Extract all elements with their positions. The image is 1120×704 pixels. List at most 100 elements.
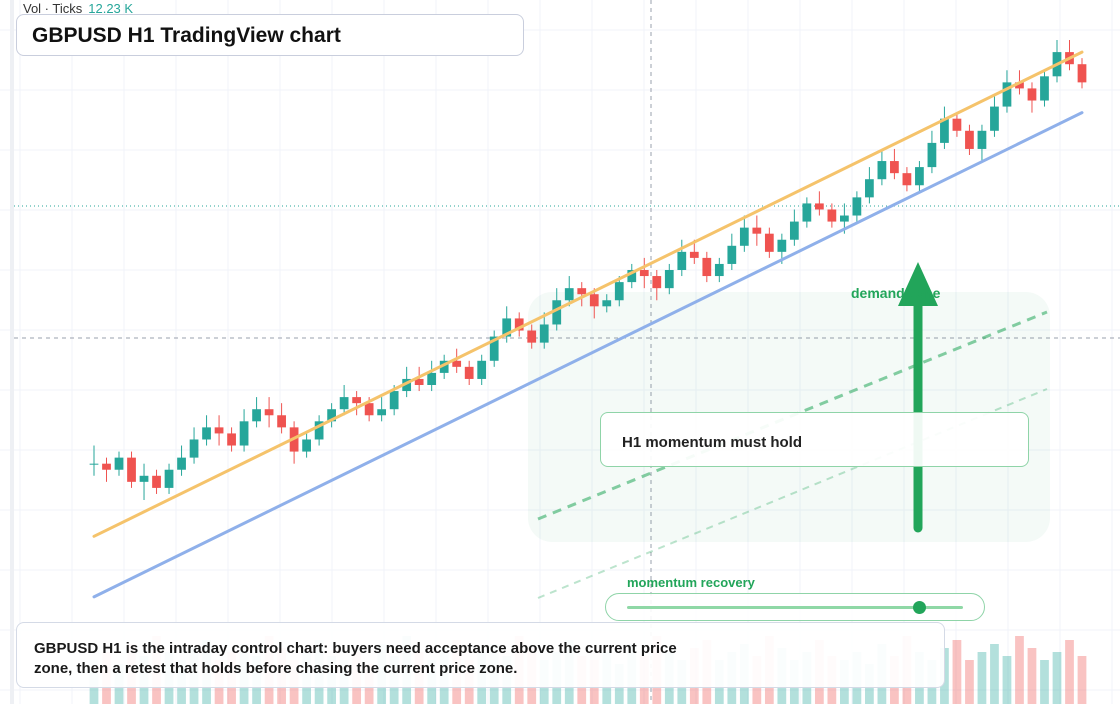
candle-body (589, 294, 599, 307)
trendline (92, 111, 1084, 599)
candle-body (1015, 82, 1024, 89)
volume-bar (1027, 648, 1037, 704)
volume-bar (1052, 652, 1062, 704)
candle-body (1002, 82, 1012, 107)
volume-bar (965, 660, 974, 704)
volume-bar (1002, 656, 1012, 704)
candle-body (915, 167, 924, 186)
chart-caption: GBPUSD H1 is the intraday control chart:… (34, 640, 677, 677)
candle-body (264, 409, 274, 416)
candle-body (189, 439, 199, 458)
caption-box: GBPUSD H1 is the intraday control chart:… (16, 622, 945, 688)
candle-body (552, 300, 562, 325)
candle-body (639, 270, 649, 277)
candle-body (452, 360, 462, 367)
candle-body (1040, 76, 1049, 101)
candle-body (1027, 88, 1037, 101)
momentum-slider[interactable] (605, 593, 985, 621)
candle-body (677, 251, 687, 270)
candle-body (840, 215, 849, 222)
candle-body (539, 324, 549, 343)
candle-body (664, 270, 674, 289)
candle-body (877, 161, 887, 180)
candle-body (214, 427, 224, 434)
candle-body (777, 239, 787, 252)
left-edge-bar (10, 0, 14, 704)
candle-body (339, 397, 349, 410)
candle-body (514, 318, 524, 331)
candle-body (227, 433, 236, 446)
candle-body (652, 276, 662, 289)
candle-body (164, 469, 174, 488)
candle-body (102, 463, 111, 470)
candle-body (627, 270, 637, 283)
momentum-slider-thumb[interactable] (912, 601, 926, 614)
candle-body (239, 421, 249, 446)
candle-body (502, 318, 512, 337)
momentum-slider-track (627, 606, 963, 609)
volume-value: 12.23 K (88, 1, 134, 16)
candle-body (352, 397, 362, 404)
chart-title-box: GBPUSD H1 TradingView chart (16, 14, 524, 56)
volume-bar (990, 644, 999, 704)
candle-body (439, 360, 449, 373)
candle-body (89, 463, 99, 465)
candle-body (427, 372, 437, 385)
candle-body (402, 378, 412, 392)
candle-body (940, 118, 949, 143)
candle-body (364, 403, 374, 416)
candle-body (990, 106, 999, 131)
candle-body (602, 300, 612, 307)
candle-body (927, 142, 937, 168)
candle-body (202, 427, 211, 440)
candle-body (127, 457, 136, 482)
candle-body (614, 282, 624, 301)
candle-body (764, 233, 774, 252)
trendline (92, 50, 1084, 538)
momentum-recovery-label: momentum recovery (627, 575, 755, 590)
volume-indicator-label: Vol · Ticks 12.23 K (23, 1, 133, 16)
volume-title: Vol · Ticks (23, 1, 83, 16)
candle-body (852, 197, 862, 216)
candle-body (827, 209, 837, 222)
candle-body (977, 130, 987, 149)
volume-bar (1077, 656, 1087, 704)
candle-body (702, 257, 712, 277)
candle-body (802, 203, 812, 222)
candle-body (464, 366, 474, 379)
candle-body (114, 457, 124, 470)
candle-body (1077, 64, 1087, 83)
candle-body (152, 475, 161, 488)
momentum-callout: H1 momentum must hold (600, 412, 1029, 467)
candle-body (965, 130, 974, 149)
candle-body (564, 288, 574, 301)
candle-body (727, 245, 737, 264)
candle-body (814, 203, 824, 210)
volume-bar (1040, 660, 1049, 704)
candle-body (252, 409, 261, 422)
volume-bar (977, 652, 987, 704)
candle-body (414, 378, 424, 385)
candle-body (314, 421, 324, 440)
chart-title: GBPUSD H1 TradingView chart (32, 24, 341, 47)
candle-body (890, 161, 899, 174)
candle-body (177, 457, 186, 470)
arrow-head (898, 262, 938, 306)
candle-body (489, 336, 499, 361)
candle-body (752, 227, 762, 234)
volume-bar (1015, 636, 1024, 704)
candle-body (377, 409, 387, 416)
candle-body (327, 409, 336, 422)
volume-bar (1065, 640, 1074, 704)
candle-body (714, 263, 724, 277)
candle-body (477, 360, 487, 379)
candle-body (527, 330, 537, 343)
candle-body (577, 288, 587, 295)
candle-body (739, 227, 749, 246)
candle-body (277, 415, 286, 428)
candle-body (302, 439, 311, 452)
candle-body (865, 179, 874, 198)
momentum-callout-text: H1 momentum must hold (622, 434, 803, 451)
candle-body (689, 251, 699, 258)
volume-bar (952, 640, 962, 704)
